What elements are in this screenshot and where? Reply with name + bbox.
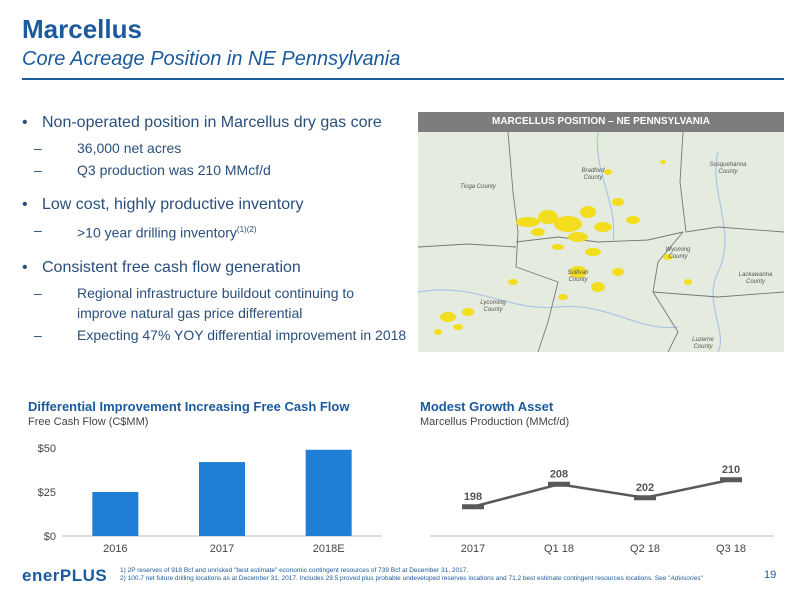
county-label: Tioga County (460, 184, 496, 190)
map-graphic (418, 132, 784, 352)
footnote: 1) 2P reserves of 918 Bcf and unrisked "… (120, 567, 740, 575)
data-point (634, 495, 656, 501)
sub-bullet-item: Regional infrastructure buildout continu… (22, 283, 407, 323)
bullet-item: Low cost, highly productive inventory (22, 194, 407, 216)
county-label: Susquehanna County (709, 162, 747, 175)
y-tick-label: $0 (44, 531, 56, 543)
sub-bullet-text: >10 year drilling inventory (77, 224, 237, 241)
footnote-tail: " (700, 575, 703, 582)
page-number: 19 (764, 569, 777, 581)
data-label: 202 (636, 482, 654, 494)
page-title: Marcellus (22, 14, 142, 44)
y-tick-label: $25 (38, 487, 56, 499)
bullet-list: Non-operated position in Marcellus dry g… (22, 112, 407, 347)
x-tick-label: Q3 18 (716, 543, 746, 555)
county-label: Lycoming County (480, 300, 506, 313)
data-label: 208 (550, 468, 568, 480)
sub-bullet-item: >10 year drilling inventory(1)(2) (22, 220, 407, 243)
fcf-bar-chart: $0 $25 $50 2016 2017 2018E (38, 443, 382, 555)
footnote-text: 100.7 net future drilling locations as a… (127, 575, 671, 582)
sub-bullet-item: Q3 production was 210 MMcf/d (22, 160, 407, 180)
county-borders (418, 132, 784, 352)
spacer (22, 245, 407, 257)
bar (92, 492, 139, 536)
map-header: MARCELLUS POSITION – NE PENNSYLVANIA (418, 112, 784, 132)
production-chart-title: Modest Growth Asset (420, 399, 554, 414)
footnote: 2) 100.7 net future drilling locations a… (120, 575, 740, 583)
y-tick-label: $50 (38, 443, 56, 455)
fcf-chart-subtitle: Free Cash Flow (C$MM) (28, 416, 149, 428)
data-point (462, 504, 484, 510)
county-label: Sullivan County (567, 270, 589, 283)
company-logo: enerPLUS (22, 566, 108, 585)
sub-bullet-item: Expecting 47% YOY differential improveme… (22, 325, 407, 345)
acreage-map: MARCELLUS POSITION – NE PENNSYLVANIA (418, 112, 784, 352)
production-line-chart: 198 2017 208 Q1 18 202 Q2 18 210 Q3 18 (430, 464, 774, 555)
footnote-number: 1) (120, 567, 126, 574)
bar (199, 462, 245, 536)
rivers (418, 132, 726, 352)
x-tick-label: 2017 (210, 543, 234, 555)
sub-bullet-item: 36,000 net acres (22, 138, 407, 158)
production-chart-subtitle: Marcellus Production (MMcf/d) (420, 416, 570, 428)
x-tick-label: 2016 (103, 543, 127, 555)
title-rule (22, 78, 784, 80)
data-point (548, 481, 570, 487)
data-label: 198 (464, 491, 482, 503)
x-tick-label: 2017 (461, 543, 485, 555)
x-tick-label: Q2 18 (630, 543, 660, 555)
bar (305, 449, 352, 536)
page-subtitle: Core Acreage Position in NE Pennsylvania (22, 48, 401, 70)
x-tick-label: Q1 18 (544, 543, 574, 555)
bullet-item: Consistent free cash flow generation (22, 257, 407, 279)
footnotes: 1) 2P reserves of 918 Bcf and unrisked "… (120, 567, 740, 583)
footnote-italic: Advisories (670, 575, 701, 582)
fcf-chart-title: Differential Improvement Increasing Free… (28, 399, 350, 414)
spacer (22, 182, 407, 194)
data-label: 210 (722, 464, 740, 476)
county-label: Lackawanna County (738, 272, 773, 285)
county-label: Luzerne County (692, 337, 714, 350)
footnote-ref: (1)(2) (236, 225, 257, 234)
series-line (472, 478, 732, 508)
bullet-item: Non-operated position in Marcellus dry g… (22, 112, 407, 134)
county-label: Wyoming County (665, 247, 691, 260)
acreage-patches (434, 160, 692, 335)
x-tick-label: 2018E (313, 543, 345, 555)
footnote-text: 2P reserves of 918 Bcf and unrisked "bes… (127, 567, 469, 574)
data-point (720, 477, 742, 483)
footnote-number: 2) (120, 575, 126, 582)
county-label: Bradford County (581, 168, 605, 181)
